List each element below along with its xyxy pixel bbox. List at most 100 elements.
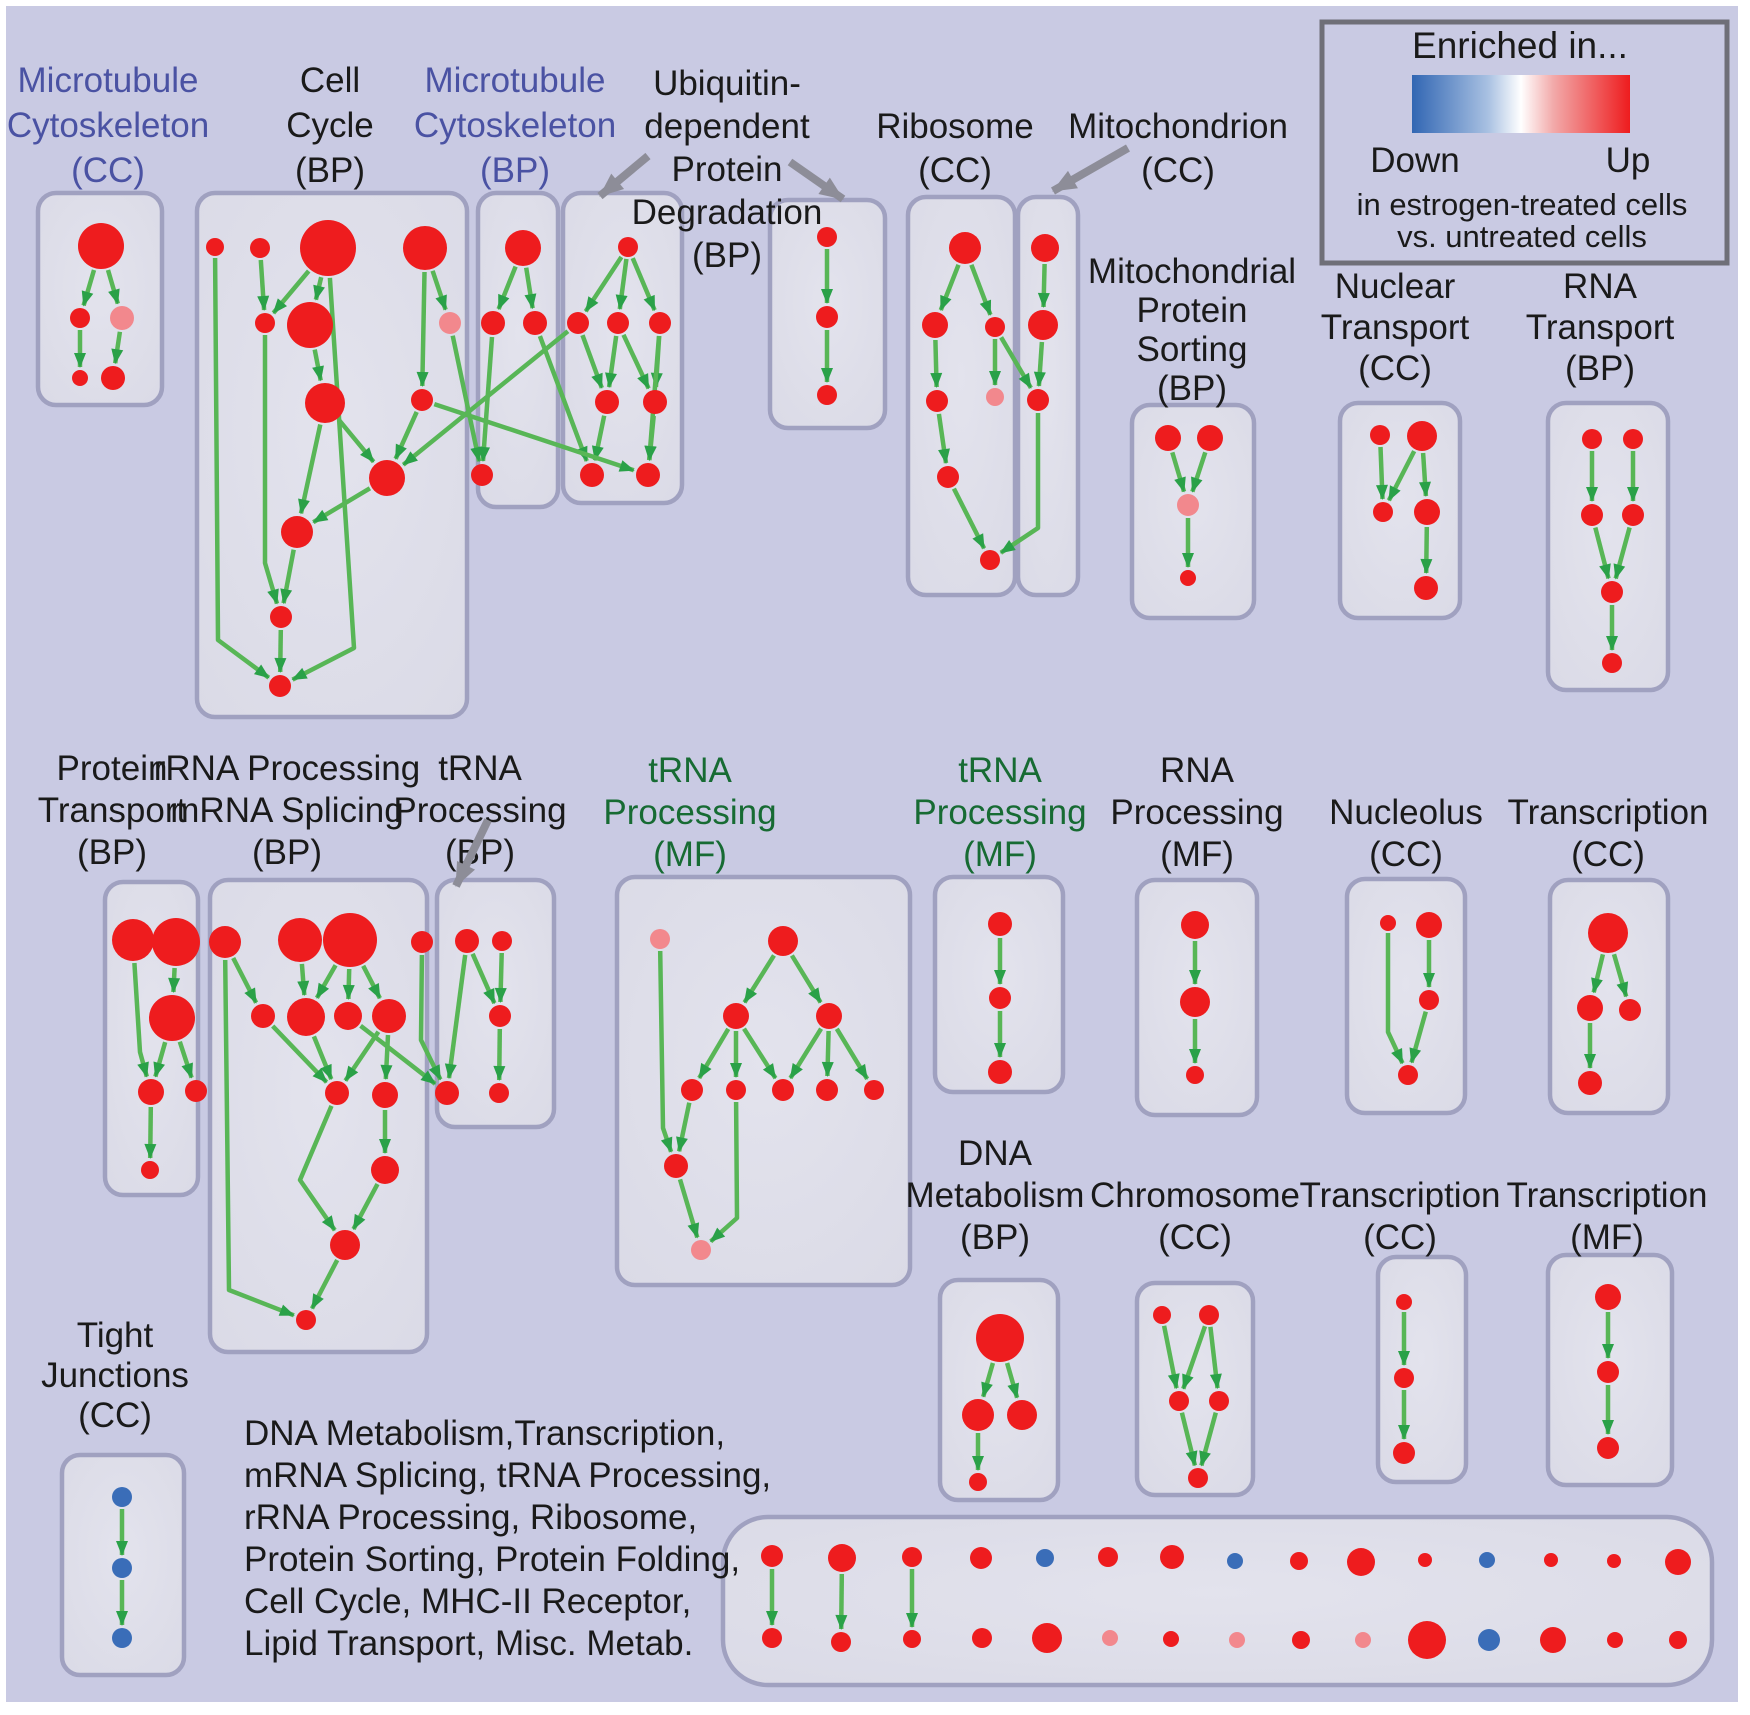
go-term-node — [1544, 1553, 1558, 1567]
legend-title: Enriched in... — [1412, 25, 1628, 66]
edge-arrow — [222, 959, 295, 1318]
edge-arrow — [1385, 933, 1405, 1065]
go-term-node — [618, 237, 638, 257]
go-term-node — [922, 312, 948, 338]
edge-arrow — [312, 486, 372, 525]
edge-arrow — [1386, 450, 1417, 502]
legend-caption-line2: vs. untreated cells — [1397, 219, 1647, 254]
edge-arrow — [1208, 1326, 1222, 1390]
go-term-node — [1540, 1627, 1566, 1653]
go-term-node — [1619, 999, 1641, 1021]
go-term-node — [902, 1547, 922, 1567]
edge-arrow — [280, 549, 296, 605]
go-term-node — [281, 516, 313, 548]
cluster-label-line: dependent — [644, 107, 810, 146]
edge-arrow — [416, 271, 429, 387]
edge-arrow — [1190, 451, 1208, 493]
grouped-terms-text: DNA Metabolism,Transcription,mRNA Splici… — [244, 1414, 771, 1663]
go-term-node — [1153, 1306, 1171, 1324]
edge-arrow — [132, 962, 149, 1078]
edge-arrow — [380, 1034, 393, 1080]
go-term-node — [1414, 576, 1438, 600]
go-term-node — [112, 1558, 132, 1578]
edge-arrow — [297, 1105, 337, 1232]
go-term-node — [403, 226, 447, 270]
go-term-node — [1581, 504, 1603, 526]
nodes — [70, 220, 1691, 1659]
cluster-label-line: Transport — [38, 791, 187, 830]
legend-down-label: Down — [1370, 141, 1459, 180]
edge-arrow — [430, 270, 448, 311]
go-term-node — [471, 464, 493, 486]
go-term-node — [1197, 425, 1223, 451]
cluster-label-line: Sorting — [1137, 330, 1248, 369]
edge-arrow — [591, 415, 607, 462]
go-term-node — [1027, 389, 1049, 411]
go-term-node — [1393, 1442, 1415, 1464]
go-term-node — [78, 223, 124, 269]
go-term-node — [1155, 425, 1181, 451]
go-term-node — [1394, 1368, 1414, 1388]
go-term-node — [138, 1079, 164, 1105]
edge-arrow — [496, 265, 518, 311]
edge-arrow — [835, 1573, 848, 1630]
go-term-node — [986, 388, 1004, 406]
edge-arrow-cross — [359, 1024, 437, 1086]
edge-arrow-cross — [418, 954, 443, 1081]
go-term-node — [1355, 1632, 1371, 1648]
go-term-node — [650, 929, 670, 949]
cluster-label-line: Transport — [1526, 308, 1675, 347]
grouped-terms-line: Cell Cycle, MHC-II Receptor, — [244, 1582, 691, 1621]
cluster-label-line: tRNA — [958, 751, 1042, 790]
go-term-node — [937, 466, 959, 488]
go-term-node — [989, 987, 1011, 1009]
go-term-node — [864, 1080, 884, 1100]
edge-arrow — [605, 335, 619, 389]
go-term-node — [664, 1154, 688, 1178]
edge-arrow — [298, 424, 323, 515]
edge-arrow — [337, 418, 376, 464]
edge-arrow — [630, 257, 657, 312]
go-term-node — [1007, 1400, 1037, 1430]
go-term-node — [816, 306, 838, 328]
go-term-node — [1036, 1549, 1054, 1567]
cluster-label-line: Transcription — [1508, 793, 1709, 832]
go-term-node — [1032, 1623, 1062, 1653]
edge-arrow — [1419, 452, 1431, 497]
edges — [74, 249, 1639, 1630]
edge-arrow-cross — [401, 329, 570, 467]
go-term-node — [1595, 1284, 1621, 1310]
edge-arrow — [789, 954, 823, 1004]
legend-up-label: Up — [1606, 141, 1651, 180]
edge-arrow — [470, 952, 497, 1005]
cluster-label-line: (CC) — [78, 1396, 152, 1435]
go-term-node — [269, 675, 291, 697]
cluster-label-line: Ribosome — [876, 107, 1034, 146]
edge-arrow — [361, 964, 382, 1000]
edge-arrow — [1375, 446, 1388, 500]
go-term-node — [1186, 1066, 1204, 1084]
go-term-node — [1407, 421, 1437, 451]
edge-arrow — [444, 954, 468, 1080]
edge-arrow — [257, 259, 270, 311]
go-term-node — [110, 306, 134, 330]
go-term-node — [1098, 1547, 1118, 1567]
edge-arrow — [834, 1027, 870, 1081]
edge-arrow — [981, 1362, 996, 1398]
go-term-node — [1028, 310, 1058, 340]
edge-arrow — [1037, 263, 1050, 308]
cluster-label-line: Protein — [1137, 291, 1248, 330]
edge-arrow — [313, 276, 325, 301]
edge-arrow-cross — [450, 335, 483, 463]
go-term-node — [768, 926, 798, 956]
cluster-label-line: Mitochondrial — [1088, 252, 1296, 291]
edge-arrow — [1613, 526, 1632, 580]
go-term-node — [101, 366, 125, 390]
edge-arrow — [709, 1101, 740, 1244]
cluster-label-line: Processing — [1110, 793, 1283, 832]
go-term-node — [817, 385, 837, 405]
go-term-node — [72, 370, 88, 386]
edge-arrow-cross — [999, 413, 1041, 555]
edge-arrow — [271, 269, 311, 315]
go-term-node — [305, 383, 345, 423]
